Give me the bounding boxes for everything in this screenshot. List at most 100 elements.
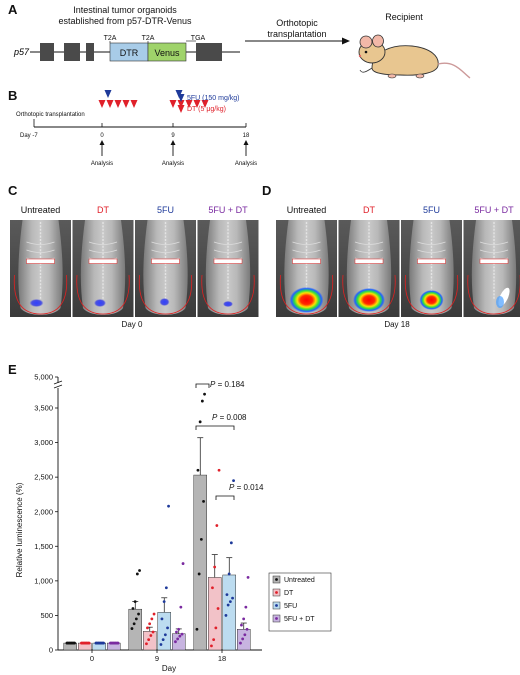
condition-label: DT (97, 205, 109, 215)
p-value-untreated-vs-combo: P = 0.008 (212, 413, 247, 422)
mouse-image-tile (463, 220, 520, 317)
analysis-arrows (99, 140, 249, 156)
data-point (162, 600, 166, 603)
luminescence-signal (94, 299, 106, 307)
data-point (135, 572, 139, 576)
y-tick-label: 1,000 (34, 576, 53, 585)
data-point (160, 617, 164, 621)
data-point (99, 641, 103, 645)
panel-label-c: C (8, 183, 18, 198)
data-point (83, 641, 87, 645)
x-tick-label: 9 (155, 654, 159, 663)
legend-dt: DT (5 μg/kg) (187, 106, 226, 113)
venus-box (147, 42, 187, 62)
imaging-day0: Untreated DT 5FU 5FU + DT (10, 205, 259, 317)
luminescence-signal (159, 298, 170, 306)
roi-readout (88, 258, 118, 264)
roi-outline (201, 274, 255, 315)
analysis-label-day9: Analysis (162, 161, 184, 167)
p-value-untreated-vs-combo-bracket (195, 425, 235, 430)
dt-dose-marker (201, 100, 209, 108)
data-point (166, 626, 169, 630)
exon-2 (64, 43, 80, 61)
data-point (228, 600, 232, 603)
fu-dose-marker (104, 90, 112, 98)
t2a-label-1: T2A (104, 35, 117, 42)
data-point (146, 626, 149, 630)
data-point (130, 627, 134, 630)
data-point (145, 642, 148, 646)
day-0-label: 0 (100, 133, 104, 139)
data-point (243, 633, 247, 637)
caption-day18: Day 18 (384, 320, 410, 329)
exon-4 (196, 43, 222, 61)
data-point (148, 622, 152, 626)
dt-dose-marker (130, 100, 138, 108)
roi-outline (138, 274, 193, 315)
mouse-image-tile (401, 220, 462, 317)
dt-dose-marker (106, 100, 114, 108)
caption-day0: Day 0 (122, 320, 143, 329)
roi-readout (292, 258, 321, 264)
gene-name: p57 (13, 47, 30, 57)
data-point (215, 524, 219, 527)
p-value-untreated-vs-dt: P = 0.184 (210, 380, 245, 389)
data-point (202, 499, 205, 503)
legend-5fu: 5FU (150 mg/kg) (187, 95, 240, 102)
axis-break (53, 380, 63, 389)
data-point (226, 603, 230, 607)
data-point (242, 617, 246, 621)
tga-label: TGA (191, 35, 206, 42)
data-point (175, 630, 178, 634)
data-point (150, 617, 154, 621)
data-point (102, 641, 105, 645)
data-point (85, 641, 89, 645)
condition-label: Untreated (287, 205, 327, 215)
data-point (177, 627, 181, 631)
y-tick-label: 0 (49, 646, 53, 655)
luminescence-chart: 0 500 1,000 1,500 2,000 2,500 3,000 3,500 5,000 0… (34, 373, 264, 663)
condition-label: Untreated (21, 205, 61, 215)
legend-entry: 5FU (284, 603, 297, 610)
roi-readout (26, 258, 55, 264)
data-point (137, 612, 140, 616)
roi-readout (417, 258, 446, 264)
y-tick-label: 3,500 (34, 404, 53, 413)
data-point (112, 641, 116, 645)
y-tick-label: 2,500 (34, 473, 53, 482)
data-point (114, 641, 118, 645)
data-point (225, 593, 229, 597)
condition-label: 5FU + DT (208, 205, 248, 215)
bar (143, 631, 157, 651)
dt-dose-marker (122, 100, 130, 108)
data-point (240, 623, 243, 627)
data-point (241, 637, 245, 641)
x-tick-label: 0 (90, 654, 94, 663)
organoid-title-line1: Intestinal tumor organoids (73, 5, 177, 15)
dt-dose-marker (98, 100, 106, 108)
transplant-timeline-label: Orthotopic transplantation (16, 112, 85, 118)
data-point (73, 641, 76, 645)
legend-entry: DT (284, 590, 294, 597)
roi-readout (354, 258, 384, 264)
data-point (212, 638, 216, 642)
roi-readout (151, 258, 180, 264)
data-point (167, 504, 170, 508)
data-point (245, 627, 249, 631)
roi-readout (479, 258, 509, 264)
y-tick-label: 5,000 (34, 373, 53, 382)
data-point (176, 637, 180, 641)
bar (222, 574, 236, 651)
data-point (70, 641, 74, 645)
condition-label: 5FU (423, 205, 440, 215)
roi-outline (467, 274, 520, 315)
analysis-label-day18: Analysis (235, 161, 257, 167)
data-point (210, 644, 213, 648)
roi-outline (13, 274, 68, 315)
data-point (200, 399, 204, 403)
y-tick-label: 500 (40, 611, 53, 620)
data-point (178, 634, 182, 638)
mouse-image-tile (276, 220, 337, 317)
data-point (231, 596, 234, 600)
